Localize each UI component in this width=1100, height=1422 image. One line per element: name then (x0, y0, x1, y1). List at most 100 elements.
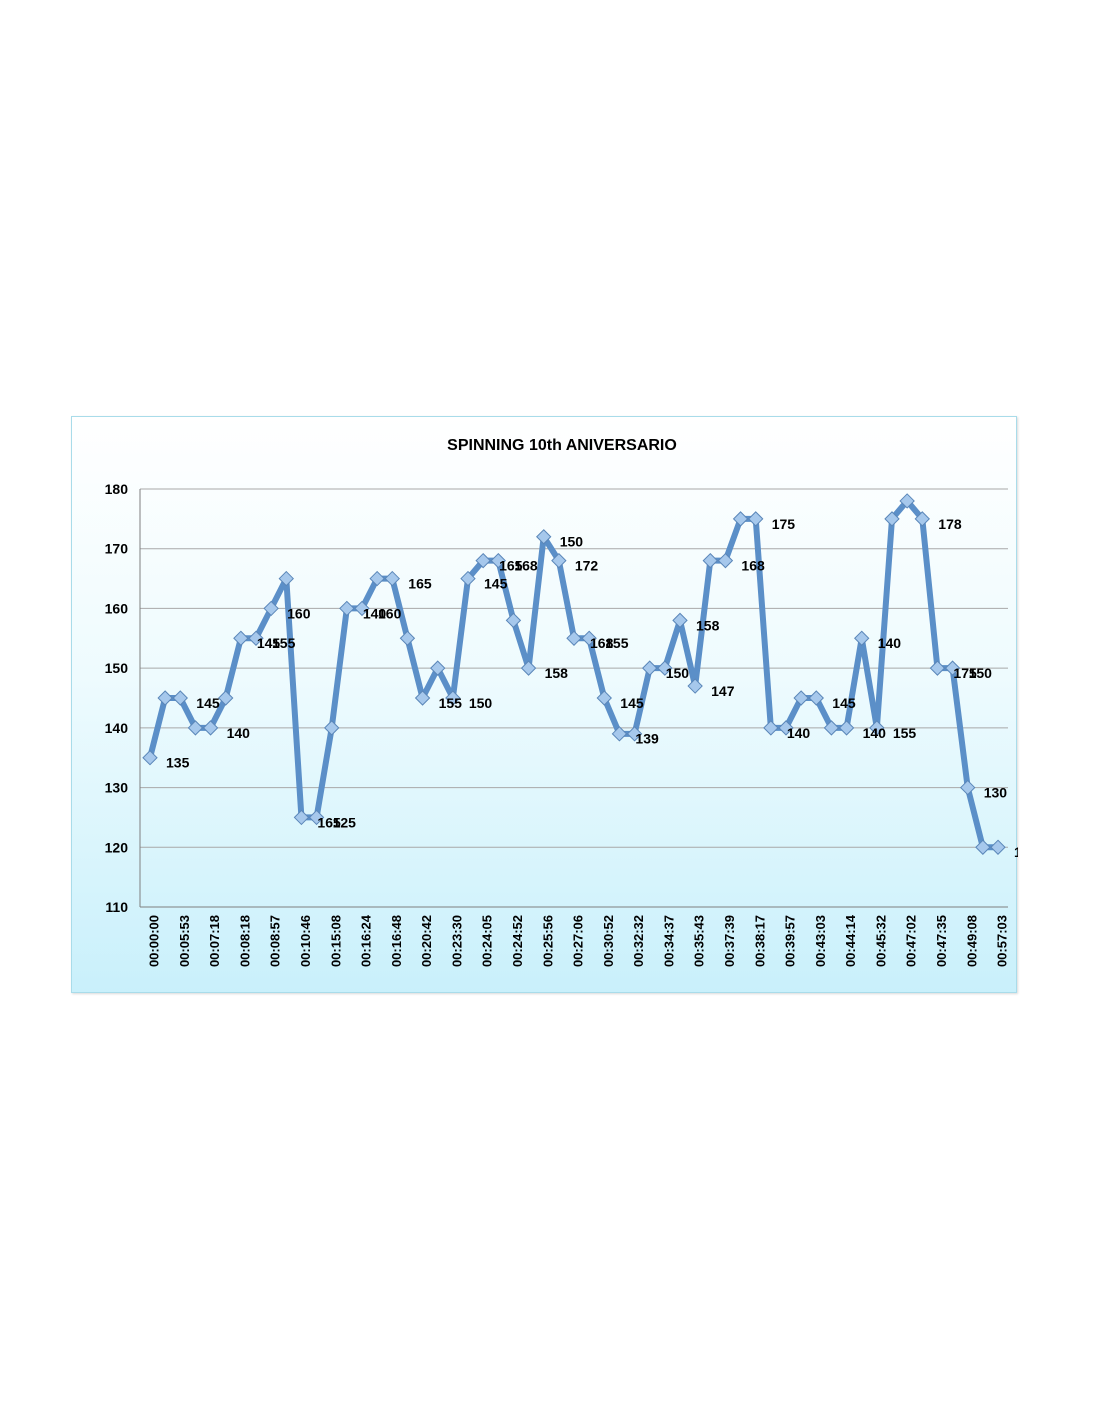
data-point (990, 839, 1006, 855)
data-label: 158 (545, 665, 569, 681)
data-point (369, 570, 385, 587)
x-tick-label: 00:00:00 (147, 915, 162, 967)
y-tick-label: 180 (105, 481, 129, 497)
data-point (596, 690, 612, 706)
data-point (581, 630, 597, 646)
x-tick-label: 00:43:03 (813, 915, 828, 967)
x-tick-label: 00:16:24 (359, 914, 374, 967)
x-tick-label: 00:16:48 (389, 915, 404, 967)
data-label: 130 (984, 784, 1008, 800)
data-point (202, 720, 219, 736)
data-label: 165 (499, 558, 523, 574)
data-label: 155 (439, 695, 463, 711)
data-point (233, 630, 249, 646)
x-axis-ticks: 00:00:00 00:05:53 00:07:18 00:08:18 00:08:57… (147, 914, 1010, 967)
data-point (566, 630, 582, 646)
y-tick-label: 110 (105, 899, 128, 915)
data-point (187, 720, 204, 736)
data-label: 168 (590, 635, 614, 651)
data-point (263, 600, 279, 617)
data-label: 178 (938, 516, 962, 532)
x-tick-label: 00:10:46 (298, 915, 313, 967)
data-label: 165 (317, 814, 341, 830)
data-label: 147 (711, 683, 735, 699)
data-point (445, 690, 461, 706)
data-point (248, 630, 264, 646)
y-tick-label: 160 (105, 600, 129, 616)
data-point (278, 570, 294, 587)
y-axis-ticks: 110 120 130 140 150 160 170 180 (105, 481, 129, 915)
data-point (308, 809, 325, 826)
data-label: 155 (272, 635, 296, 651)
x-tick-label: 00:37:39 (722, 915, 737, 967)
x-tick-label: 00:44:14 (843, 914, 858, 967)
data-label: 145 (620, 695, 644, 711)
y-tick-label: 130 (105, 780, 129, 796)
data-label: 120 (1014, 844, 1018, 860)
data-point (854, 630, 870, 646)
y-tick-label: 170 (105, 541, 129, 557)
gridlines (140, 488, 1008, 908)
data-label: 140 (878, 635, 902, 651)
data-point (399, 630, 416, 646)
x-tick-label: 00:08:18 (237, 915, 252, 967)
data-point (626, 726, 643, 742)
axes (139, 489, 1008, 908)
data-point (324, 720, 340, 736)
data-point (657, 660, 673, 676)
data-point (748, 511, 764, 527)
data-point (975, 839, 991, 855)
x-tick-label: 00:27:06 (571, 915, 586, 967)
data-label: 172 (575, 558, 599, 574)
data-point (687, 678, 703, 694)
data-label: 150 (469, 695, 493, 711)
data-point (702, 552, 718, 569)
data-point (475, 552, 491, 569)
line-chart: SPINNING 10th ANIVERSARIO 110 120 130 140 15… (105, 437, 1018, 967)
data-point (460, 570, 476, 587)
data-label: 140 (787, 725, 811, 741)
data-label: 140 (863, 725, 887, 741)
x-tick-label: 00:20:42 (419, 915, 434, 967)
data-label: 145 (257, 635, 281, 651)
data-point (536, 529, 552, 545)
data-point (430, 660, 446, 676)
data-point (642, 660, 658, 676)
data-point (944, 660, 961, 676)
data-point (808, 690, 824, 706)
data-point (899, 493, 915, 509)
data-label: 145 (196, 695, 220, 711)
x-tick-label: 00:34:37 (661, 915, 676, 967)
data-point (763, 720, 779, 736)
data-label: 125 (333, 814, 357, 830)
data-label: 139 (635, 731, 659, 747)
data-point (884, 511, 900, 527)
data-label: 150 (560, 534, 584, 550)
data-point (157, 690, 173, 706)
data-label: 155 (893, 725, 917, 741)
data-point (172, 690, 188, 706)
x-tick-label: 00:49:08 (964, 915, 979, 967)
data-label: 165 (408, 575, 432, 591)
data-label: 160 (287, 605, 311, 621)
data-label: 175 (953, 665, 977, 681)
data-point (520, 660, 537, 676)
x-tick-label: 00:47:02 (904, 915, 919, 967)
data-label: 168 (514, 558, 538, 574)
data-label: 175 (772, 516, 796, 532)
data-label: 150 (666, 665, 690, 681)
data-label: 145 (484, 575, 508, 591)
x-tick-label: 00:24:52 (510, 915, 525, 967)
data-label: 145 (832, 695, 856, 711)
series-polyline (147, 497, 1001, 851)
data-label: 140 (363, 605, 387, 621)
data-label: 160 (378, 605, 402, 621)
data-label: 140 (227, 725, 251, 741)
data-point (384, 570, 400, 587)
chart-title: SPINNING 10th ANIVERSARIO (447, 437, 677, 454)
data-point (505, 612, 522, 629)
data-point (142, 750, 158, 766)
data-point (732, 511, 749, 527)
data-point (490, 552, 506, 569)
